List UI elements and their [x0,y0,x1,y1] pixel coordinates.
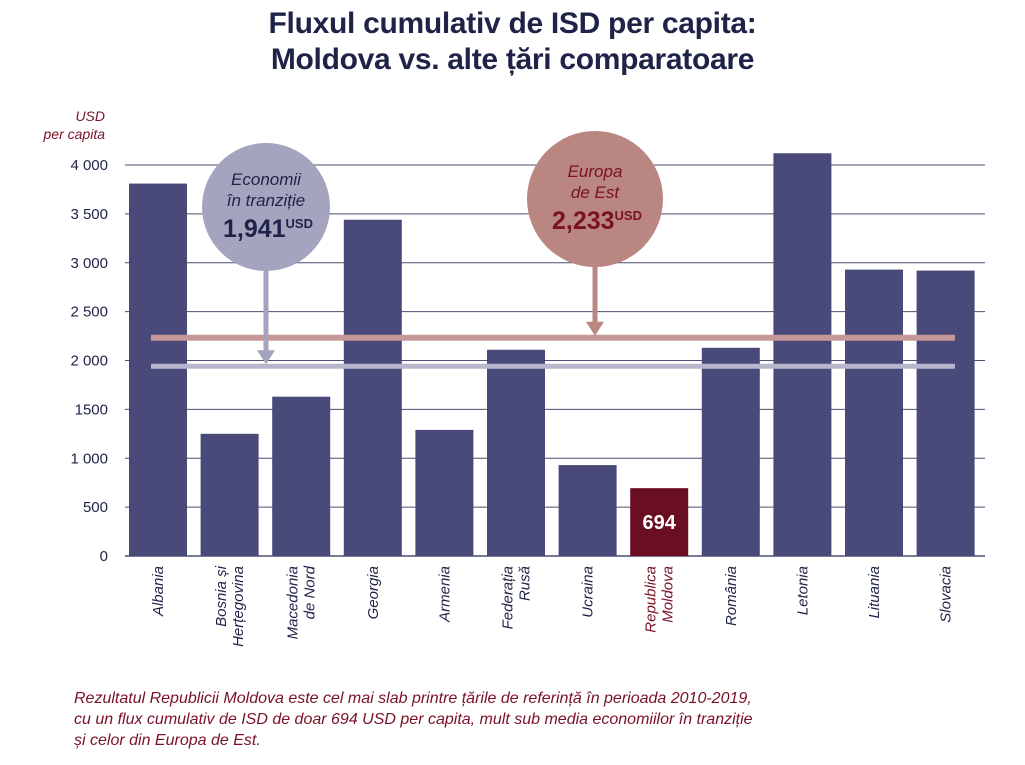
bubble-europa-de-est-label-line-1: Europa [568,162,623,181]
bubble-economii-in-tranzitie-pointer-arrow [257,350,275,365]
bubble-economii-in-tranzitie-label-line-2: în tranziție [227,191,305,210]
chart-title: Fluxul cumulativ de ISD per capita: Mold… [0,6,1025,78]
x-tick-label: Ucraina [580,566,597,618]
chart-title-line-2: Moldova vs. alte țări comparatoare [270,43,755,76]
y-axis-unit-line-2: per capita [43,126,106,142]
bar-bosnia-și-herțegovina [200,433,259,556]
bubble-europa-de-est-value-number: 2,233 [552,207,615,235]
y-axis-unit-line-1: USD [75,108,105,124]
x-tick-label: România [723,566,740,626]
chart-title-line-1: Fluxul cumulativ de ISD per capita: [268,7,757,40]
x-tick-label: Armenia [436,566,453,623]
y-tick-label: 3 000 [70,255,108,272]
x-tick-label: Herțegovina [230,566,247,647]
y-tick-label: 4 000 [70,157,108,174]
bubble-europa-de-est-value: 2,233USD [552,207,642,235]
x-tick-label: Federația [500,566,517,629]
bar-lituania [845,269,903,556]
x-tick-label: de Nord [302,565,319,619]
bar-românia [701,347,760,556]
x-tick-label: Rusă [517,566,534,601]
bar-letonia [773,153,832,556]
y-tick-label: 0 [100,548,108,565]
bar-macedonia-de-nord [272,396,331,556]
bubble-europa-de-est-value-unit: USD [615,208,642,223]
x-tick-label: Bosnia și [213,565,230,627]
x-tick-label: Macedonia [285,566,302,639]
x-tick-label: Letonia [794,566,811,615]
bar-republica-moldova [630,488,689,556]
bar-albania [129,183,187,556]
bubble-europa-de-est-bubble [527,131,663,267]
y-tick-label: 2 000 [70,353,108,370]
y-tick-label: 500 [83,499,108,516]
bubble-economii-in-tranzitie-value: 1,941USD [223,215,313,243]
footnote-line-1: Rezultatul Republicii Moldova este cel m… [74,690,752,707]
bubble-europa-de-est-label-line-2: de Est [571,183,620,202]
bubble-economii-in-tranzitie-value-number: 1,941 [223,215,286,243]
y-tick-label: 3 500 [70,206,108,223]
footnote-line-2: cu un flux cumulativ de ISD de doar 694 … [74,711,753,728]
x-tick-label: Republica [643,566,660,633]
bubble-europa-de-est-pointer-arrow [586,321,604,336]
x-tick-label: Georgia [365,566,382,619]
x-tick-label: Lituania [866,566,883,619]
bar-slovacia [916,270,975,556]
x-tick-label: Albania [150,566,167,617]
x-tick-label: Moldova [660,566,677,623]
y-tick-label: 1500 [75,401,108,418]
bar-ucraina [558,465,617,556]
y-tick-label: 2 500 [70,304,108,321]
bar-federația-rusă [487,349,545,556]
bar-data-label: 694 [643,512,677,534]
y-tick-label: 1 000 [70,450,108,467]
bar-georgia [343,219,402,557]
footnote: Rezultatul Republicii Moldova este cel m… [74,688,954,751]
bubble-economii-in-tranzitie-bubble [202,143,330,271]
bubble-economii-in-tranzitie-label-line-1: Economii [231,170,302,189]
bar-armenia [415,429,474,556]
x-tick-label: Slovacia [938,566,955,623]
bubble-economii-in-tranzitie-value-unit: USD [286,216,313,231]
footnote-line-3: și celor din Europa de Est. [74,732,261,749]
